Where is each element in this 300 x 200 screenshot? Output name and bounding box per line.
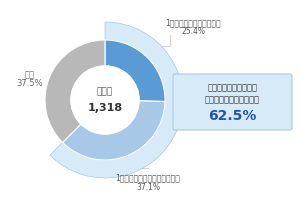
Text: 37.5%: 37.5% bbox=[17, 79, 43, 88]
Text: ない: ない bbox=[25, 71, 35, 79]
Text: 1番ではないが転職理由だった: 1番ではないが転職理由だった bbox=[116, 173, 180, 182]
Wedge shape bbox=[63, 101, 165, 160]
Circle shape bbox=[71, 66, 139, 134]
Text: 1,318: 1,318 bbox=[87, 103, 123, 113]
Text: 転職をしたことがある計: 転職をしたことがある計 bbox=[205, 96, 260, 104]
Wedge shape bbox=[50, 22, 183, 178]
FancyBboxPatch shape bbox=[173, 74, 292, 130]
Text: 1番大きな転職理由だった: 1番大きな転職理由だった bbox=[165, 19, 221, 27]
Text: 62.5%: 62.5% bbox=[208, 109, 257, 123]
Text: 37.1%: 37.1% bbox=[136, 182, 160, 192]
Text: 回答数: 回答数 bbox=[97, 88, 113, 97]
Wedge shape bbox=[105, 40, 165, 102]
Text: 「賞与が少ない」から: 「賞与が少ない」から bbox=[208, 84, 257, 92]
Wedge shape bbox=[45, 40, 105, 142]
Text: 25.4%: 25.4% bbox=[181, 26, 205, 36]
